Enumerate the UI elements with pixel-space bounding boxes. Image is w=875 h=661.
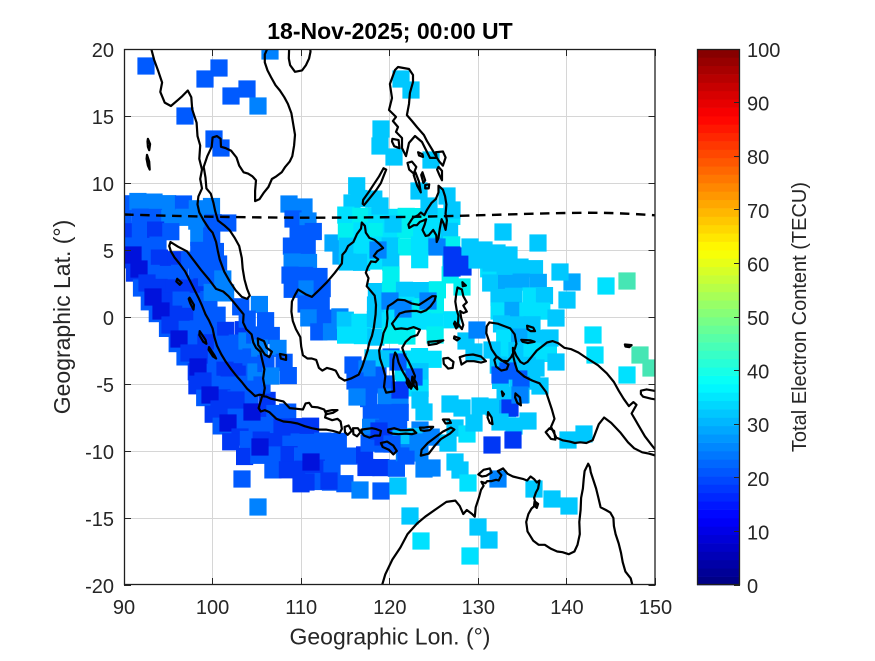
svg-text:0: 0 bbox=[103, 308, 114, 330]
svg-text:40: 40 bbox=[747, 362, 769, 384]
svg-text:Geographic Lon. (°): Geographic Lon. (°) bbox=[290, 624, 491, 650]
svg-text:120: 120 bbox=[373, 597, 406, 619]
svg-text:15: 15 bbox=[92, 107, 114, 129]
svg-text:10: 10 bbox=[747, 522, 769, 544]
svg-text:90: 90 bbox=[747, 94, 769, 116]
svg-text:10: 10 bbox=[92, 174, 114, 196]
svg-text:80: 80 bbox=[747, 147, 769, 169]
svg-text:20: 20 bbox=[92, 40, 114, 62]
svg-text:0: 0 bbox=[747, 576, 758, 598]
svg-text:-10: -10 bbox=[85, 442, 114, 464]
svg-text:100: 100 bbox=[747, 40, 780, 62]
svg-text:70: 70 bbox=[747, 201, 769, 223]
svg-text:130: 130 bbox=[462, 597, 495, 619]
svg-text:140: 140 bbox=[550, 597, 583, 619]
svg-text:20: 20 bbox=[747, 469, 769, 491]
svg-text:-5: -5 bbox=[96, 375, 114, 397]
svg-text:-20: -20 bbox=[85, 576, 114, 598]
svg-text:18-Nov-2025; 00:00 UT: 18-Nov-2025; 00:00 UT bbox=[267, 18, 512, 44]
svg-text:-15: -15 bbox=[85, 509, 114, 531]
svg-text:50: 50 bbox=[747, 308, 769, 330]
svg-text:100: 100 bbox=[196, 597, 229, 619]
svg-text:110: 110 bbox=[285, 597, 317, 619]
svg-text:30: 30 bbox=[747, 415, 769, 437]
svg-text:90: 90 bbox=[113, 597, 135, 619]
svg-text:60: 60 bbox=[747, 254, 769, 276]
svg-text:5: 5 bbox=[103, 241, 114, 263]
svg-text:Geographic Lat. (°): Geographic Lat. (°) bbox=[49, 220, 75, 415]
svg-text:150: 150 bbox=[639, 597, 672, 619]
svg-text:Total Electron Content (TECU): Total Electron Content (TECU) bbox=[789, 182, 811, 452]
